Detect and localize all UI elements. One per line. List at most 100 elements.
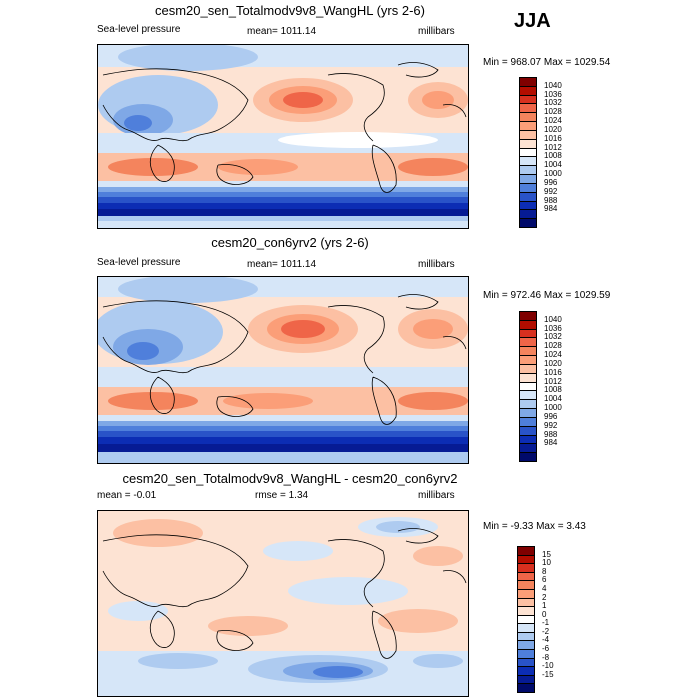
- panel-2-map: [97, 276, 469, 464]
- colorbar-cell: [517, 554, 535, 565]
- colorbar-tick-label: 1004: [544, 394, 562, 404]
- colorbar-cell: [519, 408, 537, 418]
- colorbar-cell: [517, 631, 535, 642]
- colorbar-tick-label: 1012: [544, 376, 562, 386]
- colorbar-cell: [519, 156, 537, 167]
- colorbar-cell: [517, 666, 535, 676]
- season-label: JJA: [514, 10, 551, 32]
- colorbar-cell: [519, 372, 537, 383]
- colorbar-cell: [519, 165, 537, 176]
- panel-3-title: cesm20_sen_Totalmodv9v8_WangHL - cesm20_…: [122, 471, 458, 486]
- colorbar-cell: [519, 191, 537, 202]
- colorbar-tick-label: 1028: [544, 107, 562, 117]
- colorbar-cell: [517, 657, 535, 668]
- colorbar-cell: [517, 546, 535, 556]
- panel-1-title: cesm20_sen_Totalmodv9v8_WangHL (yrs 2-6): [155, 3, 425, 18]
- colorbar-cell: [519, 443, 537, 454]
- colorbar-cell: [517, 674, 535, 685]
- panel-2-minmax: Min = 972.46 Max = 1029.59: [483, 290, 611, 301]
- colorbar-tick-label: -1: [542, 618, 550, 628]
- colorbar-tick-label: 6: [542, 575, 547, 585]
- colorbar-cell: [519, 319, 537, 330]
- colorbar-tick-label: 992: [544, 186, 558, 196]
- colorbar-tick-label: 1032: [544, 98, 562, 108]
- colorbar-cell: [519, 85, 537, 96]
- colorbar-cell: [519, 174, 537, 184]
- colorbar-tick-label: 988: [544, 195, 558, 205]
- panel-1-left-label: Sea-level pressure: [97, 24, 181, 35]
- colorbar-tick-label: 1032: [544, 332, 562, 342]
- colorbar-cell: [519, 363, 537, 374]
- panel-1-colorbar: 1040 1036 1032 1028 1024 1020 1016 1012 1008 1004…: [519, 77, 579, 228]
- panel-1-mean-label: mean= 1011.14: [247, 26, 317, 37]
- colorbar-tick-label: 8: [542, 566, 547, 576]
- colorbar-tick-label: 1012: [544, 142, 562, 152]
- panel-3-mean-label: mean = -0.01: [97, 490, 157, 501]
- colorbar-cell: [519, 182, 537, 193]
- colorbar-tick-label: 1036: [544, 323, 562, 333]
- colorbar-tick-label: 15: [542, 549, 551, 559]
- colorbar-tick-label: 4: [542, 583, 547, 593]
- colorbar-tick-label: 1016: [544, 367, 562, 377]
- colorbar-tick-label: 1028: [544, 341, 562, 351]
- colorbar-tick-label: 1020: [544, 124, 562, 134]
- colorbar-cell: [519, 328, 537, 339]
- colorbar-cell: [519, 390, 537, 401]
- colorbar-tick-label: 1016: [544, 133, 562, 143]
- panel-1-minmax: Min = 968.07 Max = 1029.54: [483, 57, 611, 68]
- panel-2-colorbar: 1040 1036 1032 1028 1024 1020 1016 1012 1008 1004…: [519, 311, 579, 462]
- panel-3-contour-field: [98, 511, 468, 696]
- panel-2-mean-label: mean= 1011.14: [247, 259, 317, 270]
- panel-3-minmax: Min = -9.33 Max = 3.43: [483, 521, 586, 532]
- colorbar-cell: [519, 355, 537, 365]
- colorbar-cell: [517, 588, 535, 599]
- panel-3-colorbar: 15 10 8 6 4 2 1 0 -1 -2 -4 -6 -8 -10 -15: [517, 546, 577, 693]
- colorbar-tick-label: 1000: [544, 403, 562, 413]
- panel-2-contour-field: [98, 277, 468, 463]
- panel-1-units-label: millibars: [418, 26, 455, 37]
- colorbar-cell: [517, 597, 535, 608]
- colorbar-cell: [519, 138, 537, 149]
- colorbar-cell: [519, 381, 537, 392]
- colorbar-tick-label: 1040: [544, 80, 562, 90]
- panel-2-title: cesm20_con6yrv2 (yrs 2-6): [211, 235, 369, 250]
- colorbar-cell: [517, 571, 535, 582]
- colorbar-tick-label: -4: [542, 635, 550, 645]
- colorbar-tick-label: 996: [544, 411, 558, 421]
- colorbar-tick-label: -2: [542, 626, 550, 636]
- colorbar-cell: [519, 337, 537, 348]
- colorbar-cell: [517, 580, 535, 590]
- colorbar-tick-label: -10: [542, 661, 554, 671]
- colorbar-tick-label: 2: [542, 592, 547, 602]
- colorbar-cell: [519, 346, 537, 357]
- colorbar-cell: [519, 147, 537, 158]
- colorbar-tick-label: 1020: [544, 358, 562, 368]
- colorbar-cell: [517, 683, 535, 693]
- panel-3-map: [97, 510, 469, 697]
- colorbar-cell: [517, 606, 535, 616]
- colorbar-tick-label: 1040: [544, 314, 562, 324]
- colorbar-cell: [517, 614, 535, 625]
- panel-2-units-label: millibars: [418, 259, 455, 270]
- colorbar-tick-label: -15: [542, 669, 554, 679]
- colorbar-cell: [517, 649, 535, 659]
- colorbar-tick-label: 0: [542, 609, 547, 619]
- colorbar-tick-label: 988: [544, 429, 558, 439]
- colorbar-tick-label: 1024: [544, 350, 562, 360]
- colorbar-tick-label: 1008: [544, 151, 562, 161]
- colorbar-cell: [519, 129, 537, 140]
- panel-3-units-label: millibars: [418, 490, 455, 501]
- colorbar-cell: [519, 209, 537, 220]
- colorbar-cell: [519, 452, 537, 462]
- panel-1-map: [97, 44, 469, 229]
- colorbar-cell: [519, 218, 537, 228]
- colorbar-tick-label: 10: [542, 558, 551, 568]
- panel-3-rmse-label: rmse = 1.34: [255, 490, 309, 501]
- colorbar-cell: [519, 200, 537, 211]
- colorbar-cell: [519, 103, 537, 114]
- colorbar-tick-label: 1: [542, 601, 547, 611]
- colorbar-tick-label: 1008: [544, 385, 562, 395]
- colorbar-tick-label: 1024: [544, 116, 562, 126]
- colorbar-cell: [519, 434, 537, 445]
- colorbar-cell: [519, 416, 537, 427]
